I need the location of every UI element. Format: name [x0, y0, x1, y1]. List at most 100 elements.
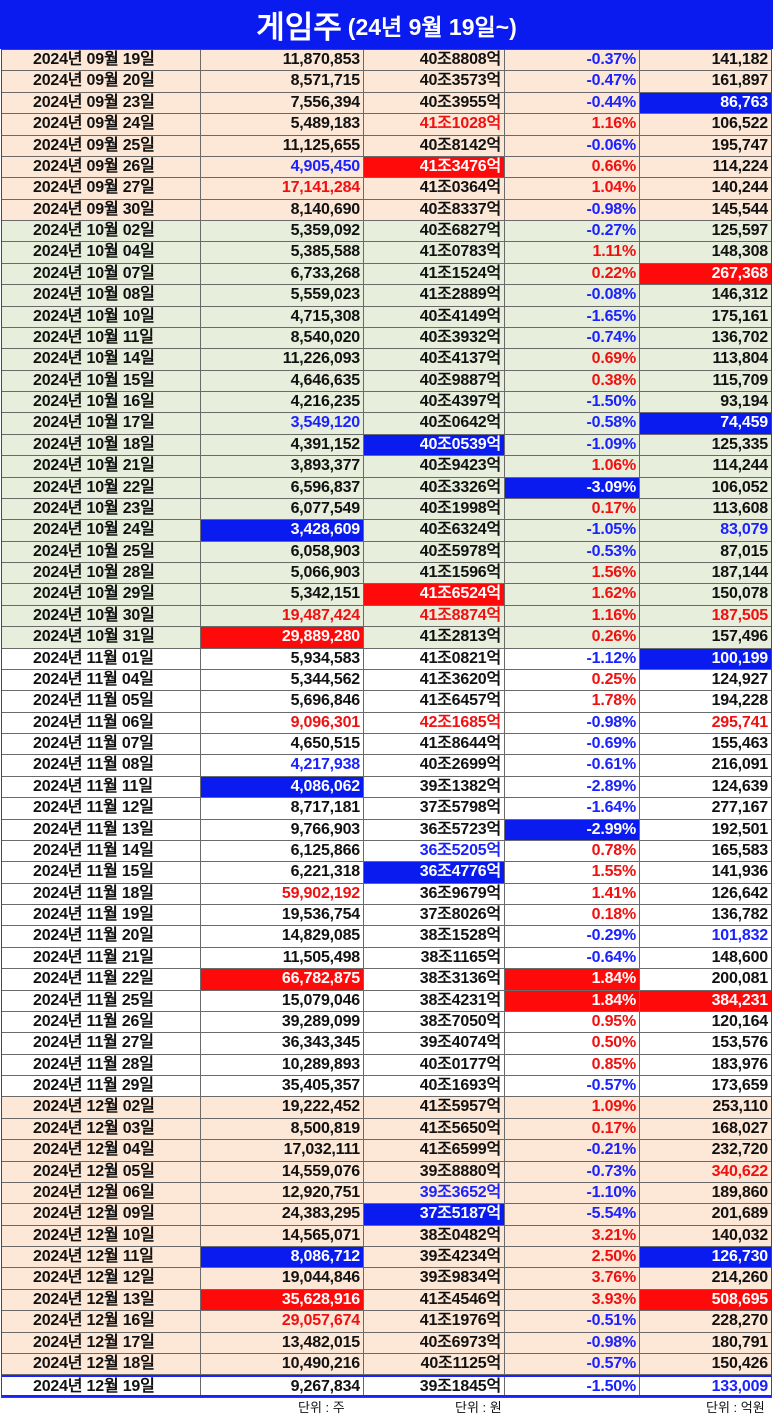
- table-row: 2024년 12월 17일 13,482,015 40조6973억 -0.98% 180…: [2, 1332, 771, 1354]
- cell-volume: 9,267,834: [201, 1377, 364, 1395]
- cell-trade-amount: 195,747: [711, 136, 769, 154]
- table-row: 2024년 11월 15일 6,221,318 36조4776억 1.55% 141,9…: [2, 862, 771, 884]
- table-row: 2024년 11월 29일 35,405,357 40조1693억 -0.57% 173…: [2, 1076, 771, 1098]
- cell-volume: 19,222,452: [201, 1097, 364, 1118]
- cell-volume: 5,934,583: [201, 648, 364, 669]
- cell-volume: 4,086,062: [201, 776, 364, 798]
- cell-volume: 5,066,903: [201, 563, 364, 584]
- cell-volume: 6,077,549: [201, 498, 364, 520]
- unit-labels: 단위 : 주 단위 : 원 단위 : 억원: [0, 1396, 773, 1415]
- cell-trade-amount: 120,164: [711, 1012, 769, 1030]
- cell-market-cap: 36조9679억: [364, 883, 505, 904]
- cell-volume: 19,536,754: [201, 905, 364, 926]
- table-row: 2024년 11월 13일 9,766,903 36조5723억 -2.99% 192,…: [2, 819, 771, 841]
- cell-market-cap: 41조2813억: [364, 627, 505, 648]
- table-row: 2024년 12월 02일 19,222,452 41조5957억 1.09% 253,…: [2, 1097, 771, 1119]
- cell-trade-amount: 277,167: [711, 799, 769, 817]
- cell-market-cap: 40조2699억: [364, 755, 505, 776]
- cell-date: 2024년 12월 06일: [2, 1182, 201, 1204]
- cell-date: 2024년 10월 21일: [2, 456, 201, 477]
- cell-trade-amount: 83,079: [720, 521, 768, 539]
- table-row: 2024년 12월 03일 8,500,819 41조5650억 0.17% 168,0…: [2, 1118, 771, 1141]
- cell-volume: 11,226,093: [201, 349, 364, 370]
- cell-trade-amount: 141,936: [711, 863, 769, 881]
- cell-market-cap: 41조2889억: [364, 285, 505, 306]
- cell-trade-amount: 180,791: [711, 1333, 769, 1351]
- cell-market-cap: 40조6973억: [364, 1332, 505, 1353]
- cell-market-cap: 40조6324억: [364, 520, 505, 541]
- unit-shares: 단위 : 주: [298, 1400, 345, 1415]
- cell-change-rate: -0.73%: [505, 1161, 640, 1182]
- cell-volume: 8,086,712: [201, 1247, 364, 1268]
- cell-trade-amount: 106,522: [711, 115, 769, 133]
- cell-volume: 8,717,181: [201, 798, 364, 819]
- cell-change-rate: -5.54%: [505, 1204, 640, 1225]
- cell-market-cap: 39조4234억: [364, 1247, 505, 1268]
- cell-market-cap: 40조3573억: [364, 71, 505, 92]
- cell-date: 2024년 11월 04일: [2, 669, 201, 691]
- cell-change-rate: -0.64%: [505, 947, 640, 969]
- table-row: 2024년 11월 06일 9,096,301 42조1685억 -0.98% 295,…: [2, 712, 771, 734]
- cell-date: 2024년 10월 31일: [2, 627, 201, 648]
- cell-trade-amount: 200,081: [711, 970, 769, 988]
- table-row: 2024년 11월 14일 6,125,866 36조5205억 0.78% 165,5…: [2, 840, 771, 863]
- table-row: 2024년 12월 06일 12,920,751 39조3652억 -1.10% 189…: [2, 1182, 771, 1205]
- cell-date: 2024년 12월 10일: [2, 1225, 201, 1246]
- cell-market-cap: 40조9423억: [364, 456, 505, 477]
- cell-market-cap: 40조1998억: [364, 498, 505, 520]
- cell-change-rate: -1.50%: [505, 1377, 640, 1395]
- cell-date: 2024년 10월 15일: [2, 370, 201, 391]
- table-row: 2024년 11월 20일 14,829,085 38조1528억 -0.29% 101…: [2, 926, 771, 948]
- cell-market-cap: 36조4776억: [364, 862, 505, 883]
- cell-change-rate: 0.78%: [505, 840, 640, 862]
- cell-trade-amount: 150,426: [711, 1354, 769, 1372]
- cell-market-cap: 40조6827억: [364, 221, 505, 242]
- cell-change-rate: -0.74%: [505, 327, 640, 349]
- cell-date: 2024년 10월 07일: [2, 263, 201, 285]
- cell-change-rate: -1.65%: [505, 306, 640, 327]
- cell-volume: 4,391,152: [201, 434, 364, 456]
- cell-volume: 14,565,071: [201, 1225, 364, 1246]
- table-row: 2024년 11월 05일 5,696,846 41조6457억 1.78% 194,2…: [2, 691, 771, 713]
- cell-market-cap: 41조1596억: [364, 563, 505, 584]
- cell-date: 2024년 10월 17일: [2, 413, 201, 434]
- cell-date: 2024년 11월 27일: [2, 1033, 201, 1054]
- cell-volume: 5,489,183: [201, 114, 364, 135]
- cell-change-rate: -0.58%: [505, 413, 640, 434]
- cell-market-cap: 39조4074억: [364, 1033, 505, 1054]
- unit-eokwon: 단위 : 억원: [706, 1400, 765, 1415]
- cell-market-cap: 41조1524억: [364, 263, 505, 285]
- cell-volume: 4,646,635: [201, 370, 364, 391]
- cell-volume: 10,289,893: [201, 1054, 364, 1075]
- cell-volume: 8,571,715: [201, 71, 364, 92]
- cell-date: 2024년 11월 08일: [2, 755, 201, 776]
- cell-trade-amount: 113,804: [712, 350, 768, 368]
- cell-change-rate: -0.08%: [505, 285, 640, 306]
- table-row: 2024년 10월 02일 5,359,092 40조6827억 -0.27% 125,…: [2, 221, 771, 243]
- cell-date: 2024년 10월 30일: [2, 605, 201, 627]
- table-row: 2024년 12월 10일 14,565,071 38조0482억 3.21% 140,…: [2, 1225, 771, 1247]
- cell-change-rate: 0.66%: [505, 156, 640, 178]
- cell-change-rate: 3.21%: [505, 1225, 640, 1246]
- cell-trade-amount: 192,501: [711, 820, 769, 838]
- cell-change-rate: 3.76%: [505, 1268, 640, 1289]
- cell-date: 2024년 12월 02일: [2, 1097, 201, 1118]
- cell-volume: 4,905,450: [201, 156, 364, 178]
- cell-volume: 13,482,015: [201, 1332, 364, 1353]
- table-row: 2024년 10월 17일 3,549,120 40조0642억 -0.58% 74,4…: [2, 413, 771, 435]
- cell-trade-amount: 150,078: [711, 585, 769, 603]
- cell-change-rate: -0.29%: [505, 926, 640, 947]
- table-row: 2024년 11월 11일 4,086,062 39조1382억 -2.89% 124,…: [2, 776, 771, 799]
- table-row: 2024년 09월 25일 11,125,655 40조8142억 -0.06% 195…: [2, 135, 771, 157]
- cell-market-cap: 40조0177억: [364, 1054, 505, 1075]
- table-row: 2024년 09월 24일 5,489,183 41조1028억 1.16% 106,5…: [2, 114, 771, 136]
- cell-change-rate: 0.17%: [505, 498, 640, 520]
- cell-date: 2024년 09월 30일: [2, 199, 201, 220]
- table-row: 2024년 12월 11일 8,086,712 39조4234억 2.50% 126,7…: [2, 1247, 771, 1269]
- cell-date: 2024년 10월 23일: [2, 498, 201, 520]
- cell-volume: 5,559,023: [201, 285, 364, 306]
- cell-volume: 19,487,424: [201, 605, 364, 627]
- cell-date: 2024년 11월 29일: [2, 1076, 201, 1097]
- cell-market-cap: 41조6457억: [364, 691, 505, 712]
- cell-date: 2024년 12월 03일: [2, 1118, 201, 1140]
